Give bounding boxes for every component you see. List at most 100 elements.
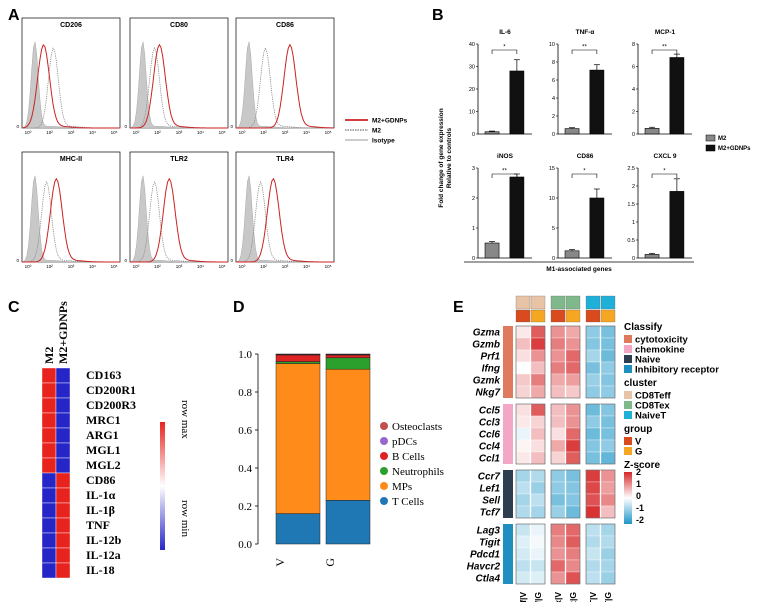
heatmap-e-gene-label: Ccl4 <box>479 442 501 453</box>
heatmap-e-zscore-tick: 2 <box>636 467 641 477</box>
heatmap-e-zscore-tick: 0 <box>636 491 641 501</box>
qpcr-bar <box>485 132 499 134</box>
heatmap-e-legend-swatch <box>624 365 632 373</box>
heatmap-e-legend-title: group <box>624 424 652 435</box>
flow-xtick: 10² <box>260 264 267 269</box>
heatmap-c-cell <box>42 398 56 413</box>
heatmap-e-cell <box>531 386 545 398</box>
flow-xtick: 10⁵ <box>325 264 332 269</box>
heatmap-e-cell <box>531 428 545 440</box>
panel-e-label: E <box>453 299 464 316</box>
flow-xtick: 10² <box>154 130 161 135</box>
heatmap-e-cell <box>601 350 615 362</box>
heatmap-e-cell <box>516 338 530 350</box>
flow-legend-label: M2+GDNPs <box>372 118 408 125</box>
heatmap-e-cell <box>516 374 530 386</box>
flow-xtick: 10⁴ <box>197 130 204 135</box>
heatmap-e-cell <box>566 326 580 338</box>
heatmap-e-cell <box>601 404 615 416</box>
composition-legend-label: MPs <box>392 481 412 493</box>
heatmap-e-gene-label: Lef1 <box>479 484 500 495</box>
flow-xtick: 10⁰ <box>25 130 32 135</box>
flow-xtick: 10⁰ <box>239 130 246 135</box>
heatmap-c-cell <box>42 413 56 428</box>
heatmap-e-cell <box>566 482 580 494</box>
heatmap-e-cell <box>531 440 545 452</box>
flow-xtick: 10⁴ <box>89 130 96 135</box>
heatmap-c-cell <box>42 533 56 548</box>
heatmap-e-cell <box>531 452 545 464</box>
qpcr-subplot-title: CD86 <box>577 153 594 160</box>
heatmap-c-row-label: MRC1 <box>86 413 121 427</box>
heatmap-e-column-label: CD8Teff|G <box>533 592 543 602</box>
heatmap-c-cell <box>56 533 70 548</box>
heatmap-e-gene-label: Nkg7 <box>476 388 501 399</box>
heatmap-c-scale-min: row min <box>179 500 191 537</box>
flow-plot-title: MHC-II <box>60 156 82 163</box>
flow-xtick: 10⁰ <box>133 130 140 135</box>
qpcr-bar <box>670 191 684 258</box>
flow-xtick: 10³ <box>282 264 289 269</box>
flow-xtick: 10³ <box>68 264 75 269</box>
qpcr-significance-label: ** <box>582 45 587 51</box>
flow-xtick: 10⁵ <box>111 130 118 135</box>
heatmap-e-cell <box>551 428 565 440</box>
heatmap-e-legend-swatch <box>624 345 632 353</box>
heatmap-e-cell <box>566 350 580 362</box>
qpcr-ytick-label: 1 <box>472 226 475 232</box>
heatmap-e-cell <box>586 560 600 572</box>
qpcr-bar <box>590 70 604 134</box>
heatmap-e-cell <box>531 416 545 428</box>
heatmap-e-gene-label: Ccl5 <box>479 406 501 417</box>
qpcr-ytick-label: 1.5 <box>627 202 635 208</box>
qpcr-ytick-label: 10 <box>549 196 555 202</box>
heatmap-e-gene-label: Ifng <box>482 364 500 375</box>
heatmap-e-cell <box>601 494 615 506</box>
composition-bar-segment <box>276 514 320 544</box>
qpcr-ytick-label: 6 <box>632 65 635 71</box>
heatmap-e-legend-swatch <box>624 401 632 409</box>
heatmap-e-zscore-title: Z-score <box>624 460 661 471</box>
qpcr-ytick-label: 1 <box>632 220 635 226</box>
heatmap-e-legend-swatch <box>624 391 632 399</box>
heatmap-e-cell <box>586 404 600 416</box>
composition-bar-segment <box>276 364 320 514</box>
heatmap-e-gene-label: Ccr7 <box>478 472 501 483</box>
heatmap-e-cluster-annotation <box>601 296 615 309</box>
heatmap-e-cell <box>566 536 580 548</box>
heatmap-e-cell <box>586 440 600 452</box>
qpcr-legend-label: M2 <box>718 136 727 142</box>
qpcr-ytick-label: 20 <box>469 87 475 93</box>
composition-ytick-label: 1.0 <box>238 349 252 361</box>
heatmap-e-cell <box>551 452 565 464</box>
heatmap-e-gene-label: Gzmk <box>473 376 501 387</box>
qpcr-ytick-label: 4 <box>632 87 635 93</box>
qpcr-ytick-label: 8 <box>552 60 555 66</box>
heatmap-e-cell <box>601 524 615 536</box>
composition-bar-segment <box>326 355 370 358</box>
composition-category-label: V <box>273 558 287 567</box>
qpcr-significance-label: ** <box>662 45 667 51</box>
qpcr-bar <box>645 254 659 258</box>
heatmap-c-cell <box>42 548 56 563</box>
qpcr-bar <box>670 58 684 135</box>
heatmap-c-row-label: TNF <box>86 518 110 532</box>
heatmap-e-cell <box>586 452 600 464</box>
flow-plot-title: CD206 <box>60 22 82 29</box>
qpcr-bar <box>485 243 499 258</box>
heatmap-e-cell <box>601 482 615 494</box>
composition-legend-label: T Cells <box>392 496 424 508</box>
heatmap-e-cell <box>516 506 530 518</box>
heatmap-e-gene-label: Ccl3 <box>479 418 501 429</box>
heatmap-e-cell <box>601 416 615 428</box>
heatmap-c-cell <box>56 473 70 488</box>
flow-xtick: 10⁵ <box>219 264 226 269</box>
heatmap-e-cell <box>586 572 600 584</box>
heatmap-e-gene-label: Ccl1 <box>479 454 501 465</box>
heatmap-e-cell <box>551 548 565 560</box>
heatmap-c-cell <box>56 548 70 563</box>
heatmap-e-cell <box>551 506 565 518</box>
panel-d-label: D <box>233 299 245 316</box>
heatmap-e-cell <box>586 494 600 506</box>
heatmap-e-cell <box>551 470 565 482</box>
